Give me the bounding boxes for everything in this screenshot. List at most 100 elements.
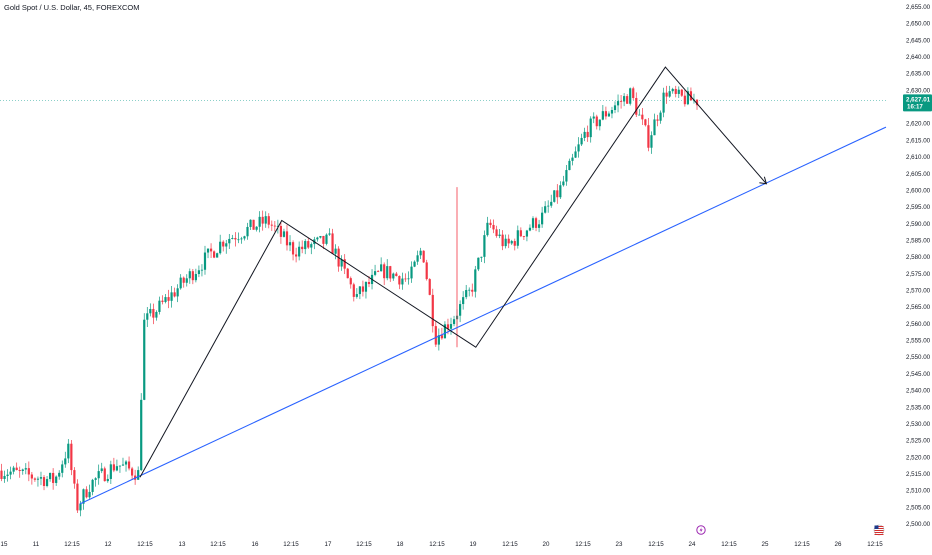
candle-body [197, 270, 201, 275]
candle-body [118, 465, 122, 467]
candle-body [495, 229, 498, 236]
y-tick-label: 2,515.00 [906, 471, 931, 478]
candle-body [674, 88, 677, 94]
zigzag-projection[interactable] [139, 66, 767, 478]
arrow-head [759, 176, 768, 185]
candle-body [492, 224, 495, 230]
candle-body [668, 91, 671, 97]
candle-body [0, 470, 3, 479]
candle-body [465, 290, 468, 298]
candle-body [595, 116, 598, 127]
candle-body [480, 256, 483, 258]
candle-body [516, 230, 519, 246]
candle-body [331, 233, 334, 254]
candle-body [137, 470, 140, 480]
candle-body [468, 289, 471, 291]
candle-body [534, 218, 538, 228]
candle-body [574, 151, 577, 158]
candle-body [629, 88, 632, 104]
candle-body [586, 131, 589, 138]
x-tick-label: 12:15 [64, 541, 80, 548]
y-tick-label: 2,620.00 [906, 121, 931, 128]
candle-body [695, 99, 699, 106]
candle-body [419, 250, 422, 256]
x-tick-label: 12:15 [429, 541, 445, 548]
candle-body [425, 262, 428, 280]
x-tick-label: 23 [616, 541, 623, 548]
candle-body [386, 266, 389, 279]
y-tick-label: 2,585.00 [906, 237, 931, 244]
candle-body [583, 131, 586, 138]
candle-body [304, 241, 307, 250]
candle-body [383, 264, 386, 279]
y-tick-label: 2,520.00 [906, 454, 931, 461]
candle-body [79, 503, 82, 511]
candle-body [237, 239, 240, 241]
candle-body [431, 294, 434, 327]
y-tick-label: 2,590.00 [906, 221, 931, 228]
candle-body [97, 471, 100, 479]
candle-body [434, 326, 437, 345]
candle-body [680, 89, 683, 96]
candle-body [273, 225, 276, 227]
price-tag-countdown: 16:17 [907, 103, 923, 110]
icons-layer [696, 524, 885, 536]
candle-body [161, 300, 164, 302]
candle-body [568, 160, 571, 171]
candle-body [507, 238, 510, 244]
y-tick-label: 2,530.00 [906, 421, 931, 428]
candle-body [437, 335, 440, 345]
candle-body [316, 237, 319, 240]
candle-body [261, 216, 264, 224]
candle-body [155, 311, 158, 318]
candle-body [547, 205, 550, 207]
candle-body [653, 119, 656, 136]
candle-body [249, 219, 252, 227]
candle-body [176, 288, 179, 297]
candle-body [206, 248, 210, 253]
candle-body [185, 278, 188, 283]
candle-body [346, 268, 349, 279]
candle-body [70, 443, 73, 471]
candles-layer [0, 85, 699, 517]
candle-body [152, 308, 155, 318]
candle-body [656, 119, 659, 121]
y-tick-label: 2,525.00 [906, 438, 931, 445]
lightning-icon[interactable] [696, 525, 706, 535]
candle-body [607, 113, 611, 117]
candle-body [610, 110, 614, 114]
y-tick-label: 2,575.00 [906, 271, 931, 278]
y-tick-label: 2,645.00 [906, 37, 931, 44]
candle-body [541, 212, 544, 225]
y-tick-label: 2,570.00 [906, 288, 931, 295]
candle-body [115, 466, 119, 471]
candle-body [216, 253, 219, 258]
candle-body [671, 88, 674, 92]
y-tick-label: 2,655.00 [906, 4, 931, 11]
candle-body [665, 92, 668, 97]
candle-body [565, 170, 568, 182]
candle-body [559, 185, 562, 198]
trendline[interactable] [79, 126, 887, 505]
candle-body [504, 238, 507, 247]
candle-body [146, 313, 149, 320]
candle-body [191, 271, 194, 281]
us-flag-icon[interactable] [873, 524, 885, 536]
candle-body [553, 190, 556, 202]
candle-body [194, 274, 197, 281]
candle-body [635, 97, 638, 115]
candle-body [377, 271, 380, 272]
candle-body [483, 235, 486, 257]
x-tick-label: 12:15 [137, 541, 153, 548]
candle-body [231, 237, 234, 239]
candle-body [15, 467, 18, 471]
y-tick-label: 2,550.00 [906, 354, 931, 361]
candle-body [662, 92, 665, 113]
x-tick-label: 12:15 [721, 541, 737, 548]
x-tick-label: 11 [33, 541, 40, 548]
candle-body [659, 112, 662, 121]
candle-body [243, 236, 246, 239]
candle-body [228, 238, 231, 244]
